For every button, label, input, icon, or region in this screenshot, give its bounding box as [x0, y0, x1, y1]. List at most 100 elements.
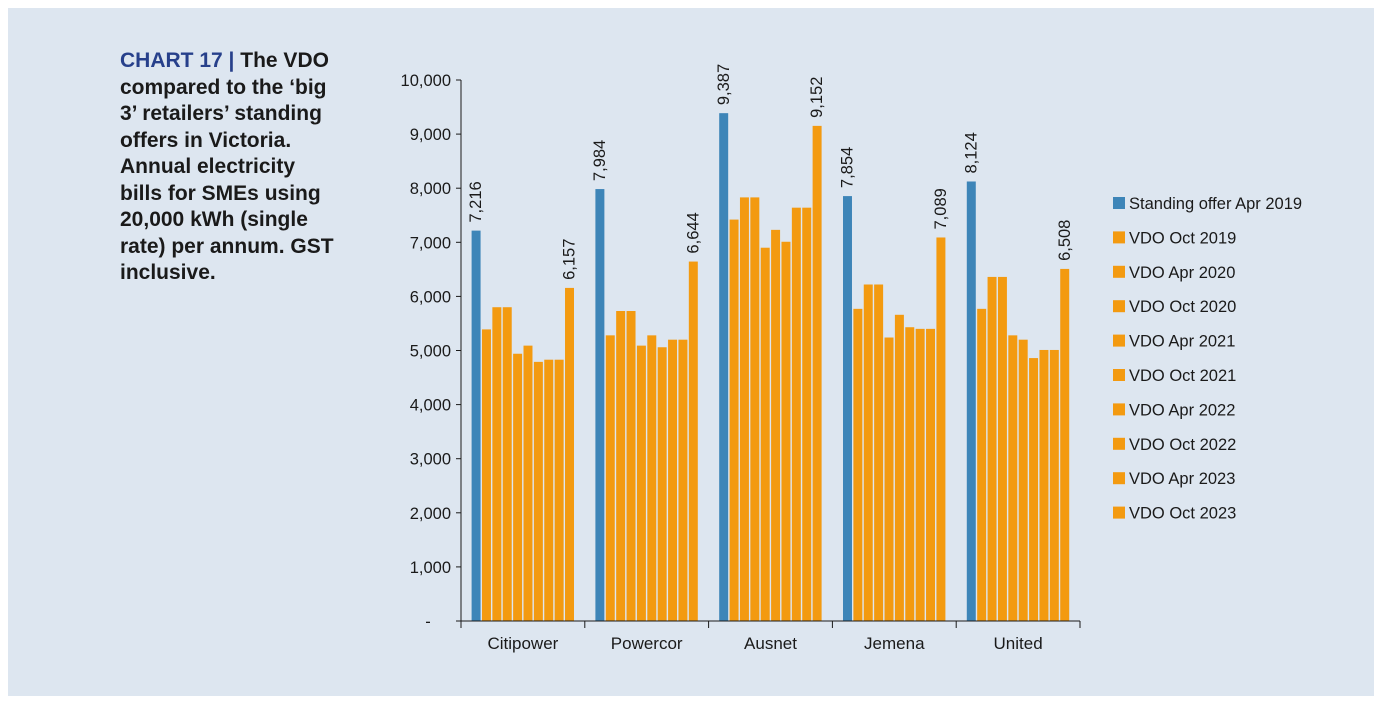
bar-vdo-apr-2023-jemena — [926, 328, 936, 621]
legend-swatch — [1113, 231, 1125, 244]
bar-vdo-oct-2020-citipower — [502, 307, 512, 621]
bar-vdo-oct-2023-powercor — [688, 261, 698, 621]
caption-separator: | — [228, 49, 235, 72]
bar-vdo-apr-2023-united — [1049, 349, 1059, 621]
x-category-label: Powercor — [611, 634, 683, 653]
bar-vdo-apr-2020-united — [987, 276, 997, 621]
legend-swatch — [1113, 369, 1125, 381]
bars — [471, 113, 1070, 622]
bar-vdo-apr-2021-citipower — [513, 353, 523, 621]
bar-standing-offer-apr-2019-united — [966, 181, 976, 622]
y-tick-label: 4,000 — [410, 397, 451, 415]
data-label: 7,216 — [467, 181, 485, 222]
data-label: 6,644 — [684, 212, 702, 253]
data-label: 8,124 — [962, 132, 980, 173]
x-category-label: United — [994, 634, 1043, 653]
chart-caption: CHART 17 | The VDO compared to the ‘big … — [120, 48, 340, 287]
legend-item-label: VDO Oct 2022 — [1129, 436, 1236, 454]
y-tick-label: 3,000 — [410, 451, 451, 469]
legend-item-label: VDO Apr 2023 — [1129, 470, 1235, 488]
bar-vdo-oct-2021-jemena — [894, 314, 904, 621]
legend-item-label: VDO Apr 2022 — [1129, 401, 1235, 419]
bar-vdo-oct-2021-citipower — [523, 345, 533, 621]
legend-item-label: VDO Oct 2023 — [1129, 505, 1236, 523]
legend-item-label: VDO Apr 2021 — [1129, 333, 1235, 351]
legend-swatch — [1113, 506, 1125, 519]
bar-vdo-oct-2021-ausnet — [771, 229, 781, 621]
caption-label: CHART 17 — [120, 49, 223, 72]
bar-vdo-oct-2019-powercor — [605, 335, 615, 621]
bar-vdo-apr-2021-powercor — [636, 345, 646, 621]
bar-vdo-oct-2020-powercor — [626, 311, 636, 621]
legend-swatch — [1113, 403, 1125, 416]
bar-vdo-oct-2022-citipower — [544, 359, 554, 621]
bar-vdo-oct-2019-citipower — [481, 329, 491, 621]
y-tick-label: 6,000 — [410, 288, 451, 306]
bar-vdo-apr-2020-ausnet — [739, 197, 749, 621]
bar-vdo-oct-2023-united — [1060, 268, 1070, 621]
bar-vdo-oct-2022-jemena — [915, 328, 925, 621]
data-label: 9,387 — [715, 64, 733, 105]
bar-vdo-apr-2021-jemena — [884, 337, 894, 621]
legend-swatch — [1113, 437, 1125, 450]
bar-vdo-apr-2022-powercor — [657, 347, 667, 621]
y-tick-label: - — [425, 613, 431, 631]
legend-item-label: VDO Apr 2020 — [1129, 264, 1235, 282]
bar-vdo-oct-2023-citipower — [565, 287, 574, 621]
bar-vdo-apr-2022-united — [1029, 358, 1039, 621]
data-label: 7,854 — [839, 147, 857, 188]
x-category-label: Jemena — [864, 634, 925, 653]
bar-standing-offer-apr-2019-powercor — [595, 189, 605, 621]
bar-vdo-apr-2020-citipower — [492, 307, 502, 621]
bar-vdo-oct-2020-jemena — [874, 284, 884, 621]
bar-vdo-apr-2021-united — [1008, 335, 1018, 621]
bar-vdo-apr-2022-jemena — [905, 327, 915, 621]
bar-vdo-oct-2022-ausnet — [791, 207, 801, 621]
bar-vdo-oct-2021-powercor — [647, 335, 657, 621]
legend-item-label: VDO Oct 2021 — [1129, 367, 1236, 385]
bar-standing-offer-apr-2019-ausnet — [719, 113, 729, 621]
bar-vdo-oct-2019-ausnet — [729, 219, 739, 621]
legend-item-label: Standing offer Apr 2019 — [1129, 195, 1302, 213]
bar-vdo-oct-2019-united — [977, 308, 987, 621]
bar-vdo-oct-2022-united — [1039, 349, 1049, 621]
bar-vdo-apr-2022-ausnet — [781, 241, 791, 621]
y-tick-label: 8,000 — [410, 180, 451, 198]
data-label: 7,984 — [591, 140, 609, 181]
bar-vdo-oct-2023-ausnet — [812, 125, 822, 621]
data-label: 9,152 — [808, 77, 826, 118]
bar-vdo-apr-2023-citipower — [554, 359, 564, 621]
legend-swatch — [1113, 300, 1125, 313]
legend-swatch — [1113, 472, 1125, 485]
y-tick-label: 10,000 — [401, 72, 451, 90]
x-category-label: Citipower — [487, 634, 558, 653]
data-labels: 7,216 7,984 9,387 7,854 8,124 6,157 6,644 9,152… — [467, 64, 1074, 280]
bar-vdo-apr-2023-ausnet — [802, 207, 812, 621]
data-label: 6,157 — [561, 239, 579, 280]
bar-vdo-oct-2020-ausnet — [750, 197, 760, 621]
bar-vdo-apr-2020-jemena — [863, 284, 873, 621]
bar-vdo-oct-2020-united — [997, 276, 1007, 621]
bar-vdo-oct-2019-jemena — [853, 308, 863, 621]
y-tick-label: 5,000 — [410, 343, 451, 361]
legend-item-label: VDO Oct 2020 — [1129, 298, 1236, 316]
bar-vdo-oct-2022-powercor — [668, 339, 678, 621]
y-tick-label: 2,000 — [410, 505, 451, 523]
y-axis: - 1,000 2,000 3,000 4,000 5,000 6,000 7,000 8,00… — [401, 72, 462, 631]
data-label: 7,089 — [932, 188, 950, 229]
bar-standing-offer-apr-2019-jemena — [843, 196, 852, 621]
x-category-label: Ausnet — [744, 634, 797, 653]
caption-text: The VDO compared to the ‘big 3’ retailer… — [120, 49, 334, 284]
bar-vdo-apr-2022-citipower — [533, 361, 543, 621]
y-tick-label: 9,000 — [410, 126, 451, 144]
bar-vdo-apr-2020-powercor — [616, 311, 626, 621]
bar-vdo-apr-2023-powercor — [678, 339, 688, 621]
bar-vdo-oct-2021-united — [1018, 339, 1028, 621]
y-tick-label: 1,000 — [410, 559, 451, 577]
legend-swatch — [1113, 334, 1125, 347]
legend: Standing offer Apr 2019 VDO Oct 2019 VDO A… — [1113, 195, 1302, 523]
legend-swatch — [1113, 197, 1125, 209]
legend-swatch — [1113, 265, 1125, 278]
legend-item-label: VDO Oct 2019 — [1129, 229, 1236, 247]
